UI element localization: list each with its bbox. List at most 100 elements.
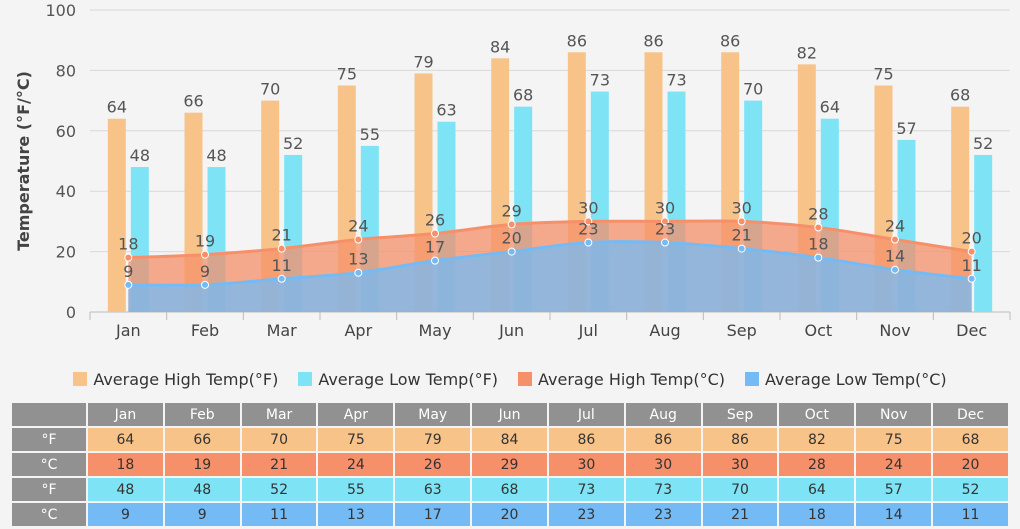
table-header-cell: Feb (164, 403, 240, 426)
table-cell: 17 (395, 503, 471, 526)
area-low-c (128, 241, 972, 312)
table-cell: 24 (856, 453, 932, 476)
data-label-high-c: 19 (195, 232, 215, 251)
data-label-high-c: 28 (808, 204, 828, 223)
table-cell: 11 (241, 503, 317, 526)
temperature-chart: 0 20 40 60 80 100 Temperature (°F/°C) Jan Feb Mar… (14, 1, 1011, 340)
data-label-low-f: 73 (590, 71, 610, 90)
table-header-cell: Jul (548, 403, 624, 426)
table-unit-cell: °F (12, 428, 86, 451)
table-cell: 86 (548, 428, 624, 451)
data-label-high-c: 29 (501, 201, 521, 220)
table-cell: 20 (933, 453, 1008, 476)
legend-item-low-c[interactable]: Average Low Temp(°C) (744, 370, 947, 389)
data-label-high-f: 79 (413, 52, 433, 71)
data-label-high-c: 24 (348, 217, 368, 236)
table-cell: 18 (88, 453, 163, 476)
point-low-c (201, 280, 209, 289)
point-high-c (891, 235, 899, 244)
point-low-c (354, 268, 363, 277)
table-cell: 19 (164, 453, 240, 476)
x-tick-label: Oct (804, 321, 832, 340)
x-tick-label: Jan (115, 321, 141, 340)
table-unit-cell: °C (12, 503, 86, 526)
data-label-high-c: 30 (731, 198, 751, 217)
data-label-high-f: 66 (183, 92, 203, 111)
table-cell: 28 (779, 453, 855, 476)
table-row: °C 9 9 11 13 17 20 23 23 21 18 14 11 (12, 503, 1008, 526)
data-label-low-c: 11 (961, 256, 981, 275)
table-cell: 48 (88, 478, 163, 501)
data-label-high-f: 75 (873, 65, 893, 84)
legend-swatch-low-c (744, 372, 759, 386)
point-high-c (584, 217, 593, 226)
table-header-cell: Mar (241, 403, 317, 426)
data-label-low-f: 70 (743, 80, 763, 99)
point-low-c (124, 280, 133, 289)
table-cell: 18 (779, 503, 855, 526)
data-label-low-c: 13 (348, 250, 368, 269)
x-tick-label: Nov (879, 321, 910, 340)
table-cell: 82 (779, 428, 855, 451)
data-label-high-c: 21 (271, 226, 291, 245)
data-label-low-f: 48 (130, 146, 150, 165)
data-label-high-c: 24 (885, 217, 905, 236)
table-cell: 29 (472, 453, 547, 476)
legend-item-high-c[interactable]: Average High Temp(°C) (518, 370, 725, 389)
table-cell: 70 (241, 428, 317, 451)
point-high-c (354, 235, 363, 244)
data-label-low-c: 21 (731, 226, 751, 245)
point-low-c (507, 247, 516, 256)
table-header-cell: May (395, 403, 471, 426)
table-cell: 70 (702, 478, 778, 501)
table-cell: 26 (395, 453, 471, 476)
chart-legend: Average High Temp(°F) Average Low Temp(°… (0, 366, 1020, 392)
table-unit-cell: °C (12, 453, 86, 476)
data-label-high-f: 70 (260, 80, 280, 99)
table-cell: 30 (548, 453, 624, 476)
table-cell: 21 (702, 503, 778, 526)
table-cell: 73 (625, 478, 701, 501)
table-cell: 48 (164, 478, 240, 501)
legend-swatch-low-f (298, 372, 313, 386)
table-cell: 24 (318, 453, 394, 476)
legend-swatch-high-c (518, 372, 533, 386)
y-tick-label: 60 (56, 122, 76, 141)
data-label-high-c: 20 (961, 229, 981, 248)
data-label-high-c: 26 (425, 210, 445, 229)
table-cell: 66 (164, 428, 240, 451)
point-high-c (814, 223, 823, 232)
data-label-low-c: 23 (578, 220, 598, 239)
table-header-cell: Dec (933, 403, 1008, 426)
table-cell: 68 (472, 478, 547, 501)
table-cell: 57 (856, 478, 932, 501)
x-tick-label: Feb (191, 321, 219, 340)
point-low-c (891, 265, 899, 274)
x-tick-label: Apr (344, 321, 372, 340)
point-low-c (814, 253, 823, 262)
y-tick-label: 100 (45, 1, 76, 20)
y-tick-label: 20 (56, 243, 76, 262)
point-high-c (737, 217, 746, 226)
table-header-cell: Nov (856, 403, 932, 426)
data-label-high-c: 30 (578, 198, 598, 217)
table-cell: 73 (548, 478, 624, 501)
table-header-cell: Jun (472, 403, 547, 426)
table-cell: 64 (88, 428, 163, 451)
legend-swatch-high-f (73, 372, 88, 386)
table-cell: 52 (241, 478, 317, 501)
chart-svg: 0 20 40 60 80 100 Temperature (°F/°C) Jan Feb Mar… (14, 1, 1011, 340)
data-label-low-c: 11 (271, 256, 291, 275)
legend-item-high-f[interactable]: Average High Temp(°F) (73, 370, 278, 389)
point-high-c (277, 244, 286, 253)
legend-item-low-f[interactable]: Average Low Temp(°F) (298, 370, 498, 389)
data-label-high-f: 82 (797, 43, 817, 62)
data-label-low-c: 9 (123, 262, 133, 281)
data-label-low-c: 17 (425, 238, 445, 257)
data-label-low-c: 14 (885, 247, 905, 266)
series-line-high-c (128, 219, 972, 260)
table-cell: 23 (625, 503, 701, 526)
data-label-high-c: 30 (655, 198, 675, 217)
table-cell: 13 (318, 503, 394, 526)
y-axis-label: Temperature (°F/°C) (14, 71, 33, 251)
